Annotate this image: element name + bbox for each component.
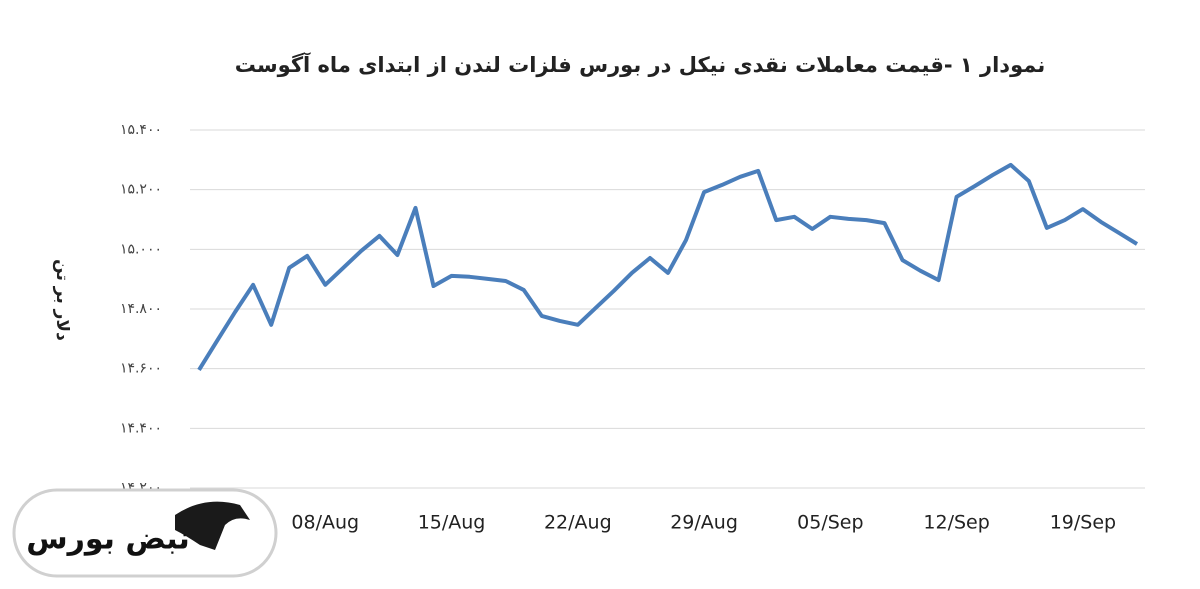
x-tick-label: 29/Aug bbox=[670, 512, 738, 534]
x-tick-label: 15/Aug bbox=[418, 512, 486, 534]
x-tick-label: 12/Sep bbox=[923, 512, 989, 534]
x-tick-label: 22/Aug bbox=[544, 512, 612, 534]
y-tick-label: ۱۴.۸۰۰ bbox=[120, 301, 162, 317]
y-tick-label: ۱۴.۶۰۰ bbox=[120, 361, 162, 377]
data-line bbox=[197, 162, 1139, 371]
y-tick-label: ۱۵.۴۰۰ bbox=[120, 122, 162, 138]
y-tick-label: ۱۵.۰۰۰ bbox=[120, 241, 162, 257]
chart-title: نمودار ۱ -قیمت معاملات نقدی نیکل در بورس… bbox=[235, 52, 1045, 77]
y-tick-label: ۱۴.۴۰۰ bbox=[120, 420, 162, 436]
y-tick-label: ۱۵.۲۰۰ bbox=[120, 182, 162, 198]
logo-bull bbox=[175, 501, 250, 550]
logo-text: نبض بورس bbox=[26, 522, 190, 557]
x-tick-label: 19/Sep bbox=[1050, 512, 1116, 534]
x-tick-label: 05/Sep bbox=[797, 512, 863, 534]
y-axis-title: دلار بر تن bbox=[52, 259, 72, 341]
x-tick-label: 08/Aug bbox=[291, 512, 359, 534]
